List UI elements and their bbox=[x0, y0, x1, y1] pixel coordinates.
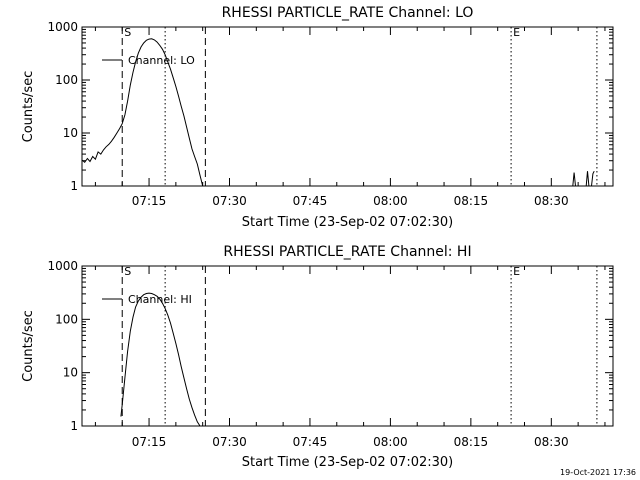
x-tick-label: 08:00 bbox=[373, 435, 408, 449]
time-marker-label: E bbox=[513, 265, 520, 278]
time-marker-label: S bbox=[124, 265, 131, 278]
x-tick-label: 08:15 bbox=[454, 194, 489, 208]
chart-title: RHESSI PARTICLE_RATE Channel: HI bbox=[223, 244, 471, 260]
y-tick-label: 1000 bbox=[47, 259, 78, 273]
y-tick-label: 1 bbox=[70, 179, 78, 193]
x-tick-label: 08:00 bbox=[373, 194, 408, 208]
y-axis-label: Counts/sec bbox=[21, 71, 36, 143]
chart-title: RHESSI PARTICLE_RATE Channel: LO bbox=[222, 5, 474, 21]
y-tick-label: 10 bbox=[63, 126, 78, 140]
series-line bbox=[81, 38, 204, 187]
plot-frame bbox=[81, 265, 614, 427]
y-tick-label: 100 bbox=[55, 312, 78, 326]
y-tick-label: 1 bbox=[70, 419, 78, 433]
x-axis-label: Start Time (23-Sep-02 07:02:30) bbox=[242, 455, 453, 470]
y-tick-label: 100 bbox=[55, 73, 78, 87]
y-tick-label: 1000 bbox=[47, 20, 78, 34]
x-tick-label: 08:30 bbox=[534, 194, 569, 208]
x-tick-label: 07:15 bbox=[132, 435, 167, 449]
x-tick-label: 07:30 bbox=[212, 194, 247, 208]
series-line bbox=[585, 171, 590, 187]
x-tick-label: 07:45 bbox=[293, 194, 328, 208]
x-tick-label: 08:15 bbox=[454, 435, 489, 449]
time-marker-label: E bbox=[513, 26, 520, 39]
panel-hi: RHESSI PARTICLE_RATE Channel: HI 1 10 100 10… bbox=[21, 244, 614, 470]
legend-entry: Channel: HI bbox=[128, 293, 192, 306]
plot-frame bbox=[81, 26, 614, 187]
x-tick-label: 07:15 bbox=[132, 194, 167, 208]
x-tick-label: 07:45 bbox=[293, 435, 328, 449]
x-axis-label: Start Time (23-Sep-02 07:02:30) bbox=[242, 215, 453, 230]
y-tick-label: 10 bbox=[63, 366, 78, 380]
series-line bbox=[572, 172, 576, 187]
x-tick-label: 08:30 bbox=[534, 435, 569, 449]
panel-lo: RHESSI PARTICLE_RATE Channel: LO 1 10 100 10… bbox=[21, 5, 614, 230]
legend-entry: Channel: LO bbox=[128, 54, 195, 67]
time-marker-label: S bbox=[124, 26, 131, 39]
x-tick-label: 07:30 bbox=[212, 435, 247, 449]
footer-timestamp: 19-Oct-2021 17:36 bbox=[560, 468, 636, 477]
series-line bbox=[591, 170, 595, 187]
y-axis-label: Counts/sec bbox=[21, 310, 36, 382]
series-line bbox=[120, 292, 201, 427]
